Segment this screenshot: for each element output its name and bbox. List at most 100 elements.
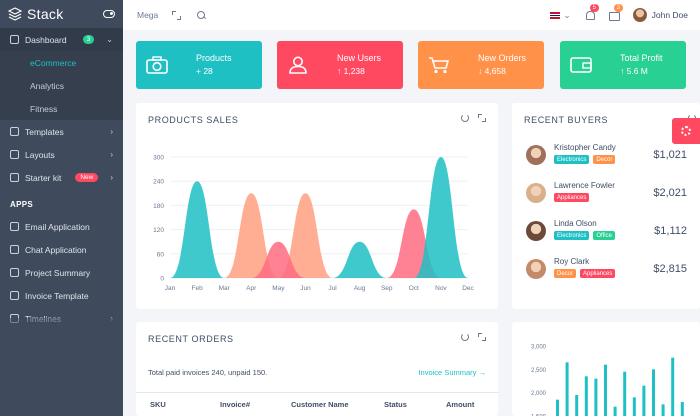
sidebar-item-label: Chat Application [25, 244, 87, 255]
refresh-icon[interactable] [461, 333, 469, 341]
bar [623, 371, 627, 416]
sidebar-item-label: Invoice Template [25, 290, 89, 301]
wallet-icon [570, 57, 592, 73]
bar [565, 362, 569, 416]
stat-title: Products [196, 53, 232, 63]
buyer-name: Lawrence Fowler [554, 181, 615, 190]
user-menu[interactable]: John Doe [632, 8, 688, 22]
area-peak [170, 181, 225, 278]
x-tick-label: Apr [246, 285, 257, 292]
sidebar-subitem-analytics[interactable]: Analytics [0, 74, 123, 97]
buyer-name: Linda Olson [554, 219, 597, 228]
mail-icon[interactable]: 3 [608, 4, 623, 21]
area-peak [251, 241, 306, 278]
user-icon [289, 56, 307, 74]
avatar [632, 8, 647, 22]
sidebar-item-label: Starter kit [25, 172, 62, 183]
x-tick-label: Jan [165, 285, 176, 292]
bar [584, 376, 588, 416]
buyer-amount: $1,021 [653, 149, 687, 161]
sidebar-item-templates[interactable]: Templates › [0, 120, 123, 143]
x-tick-label: Jun [300, 285, 311, 292]
sidebar-subitem-fitness[interactable]: Fitness [0, 97, 123, 120]
sidebar-item-label: Templates [25, 126, 64, 137]
buyer-row[interactable]: Kristopher Candy Electronics Decor $1,021 [526, 143, 687, 171]
bar [632, 397, 636, 416]
x-tick-label: Aug [354, 285, 366, 292]
sidebar-item-dashboard[interactable]: Dashboard 3 ⌄ [0, 28, 123, 51]
sidebar-item-label: Email Application [25, 221, 90, 232]
mail-icon [10, 222, 19, 231]
column-header-status[interactable]: Status [384, 400, 407, 409]
monitor-icon [10, 127, 19, 136]
column-header-sku[interactable]: SKU [150, 400, 166, 409]
chat-icon [10, 245, 19, 254]
bell-icon[interactable]: 5 [585, 4, 599, 20]
sidebar-subitem-ecommerce[interactable]: eCommerce [0, 51, 123, 74]
category-tag: Electronics [554, 155, 590, 164]
sidebar-item-starter-kit[interactable]: Starter kit New › [0, 166, 123, 189]
orders-summary-text: Total paid invoices 240, unpaid 150. [148, 368, 268, 377]
y-tick-label: 120 [153, 227, 164, 234]
column-header-customer[interactable]: Customer Name [291, 400, 349, 409]
home-icon [10, 35, 19, 44]
buyer-amount: $2,815 [653, 263, 687, 275]
recent-buyers-panel: RECENT BUYERS Kristopher Candy Electronic… [512, 103, 700, 309]
y-tick-label: 2,500 [531, 368, 547, 374]
language-selector[interactable]: ⌄ [550, 9, 571, 21]
buyer-row[interactable]: Lawrence Fowler Appliances $2,021 [526, 181, 687, 209]
buyer-name: Kristopher Candy [554, 143, 616, 152]
customizer-toggle[interactable] [672, 118, 700, 144]
expand-icon[interactable] [478, 333, 486, 341]
sidebar-item-label: Layouts [25, 149, 55, 160]
stack-logo-icon [8, 7, 22, 21]
column-header-amount[interactable]: Amount [446, 400, 475, 409]
sidebar-item-project-summary[interactable]: Project Summary [0, 261, 123, 284]
y-tick-label: 240 [153, 179, 164, 186]
x-tick-label: May [272, 285, 285, 292]
x-tick-label: Dec [462, 285, 474, 292]
fullscreen-icon[interactable] [172, 10, 182, 20]
bar [642, 385, 646, 416]
sidebar-item-layouts[interactable]: Layouts › [0, 143, 123, 166]
bar [556, 399, 559, 416]
gear-icon [681, 126, 691, 136]
mega-menu-button[interactable]: Mega [137, 10, 159, 20]
notification-count-badge: 5 [589, 4, 599, 12]
column-header-invoice[interactable]: Invoice# [220, 400, 251, 409]
chevron-right-icon: › [110, 127, 113, 136]
layout-icon [10, 150, 19, 159]
avatar [526, 145, 546, 165]
stat-value: ↓ 4,658 [478, 66, 506, 76]
stat-card-new-orders: New Orders ↓ 4,658 [418, 41, 544, 89]
brand[interactable]: Stack [0, 0, 123, 28]
bar [604, 364, 607, 416]
sidebar-toggle-icon[interactable] [103, 10, 115, 18]
sidebar-item-label: Project Summary [25, 267, 91, 278]
y-tick-label: 60 [157, 251, 165, 258]
y-tick-label: 1,500 [531, 415, 547, 416]
sidebar-item-email-application[interactable]: Email Application [0, 215, 123, 238]
refresh-icon[interactable] [461, 114, 469, 122]
y-tick-label: 180 [153, 203, 164, 210]
sidebar-item-chat-application[interactable]: Chat Application [0, 238, 123, 261]
area-peak [332, 241, 387, 278]
buyer-row[interactable]: Roy Clark Decor Appliances $2,815 [526, 257, 687, 285]
category-tag: Electronics [554, 231, 590, 240]
expand-icon[interactable] [478, 114, 486, 122]
mail-count-badge: 3 [613, 4, 623, 12]
stat-card-total-profit: Total Profit ↑ 5.6 M [560, 41, 686, 89]
sidebar-item-invoice-template[interactable]: Invoice Template [0, 284, 123, 307]
user-name: John Doe [651, 10, 688, 20]
invoice-summary-link[interactable]: Invoice Summary → [418, 368, 486, 377]
stat-value: ↑ 1,238 [337, 66, 365, 76]
cart-icon [429, 57, 450, 74]
y-tick-label: 3,000 [531, 345, 547, 351]
mini-chart-panel: 3,000 2,500 2,000 1,500 [512, 322, 700, 416]
x-tick-label: Oct [409, 285, 419, 292]
buyer-row[interactable]: Linda Olson Electronics Office $1,112 [526, 219, 687, 247]
search-icon[interactable] [197, 10, 206, 20]
bar [680, 402, 684, 416]
chevron-down-icon: ⌄ [563, 9, 571, 20]
chevron-down-icon: ⌄ [106, 35, 113, 44]
